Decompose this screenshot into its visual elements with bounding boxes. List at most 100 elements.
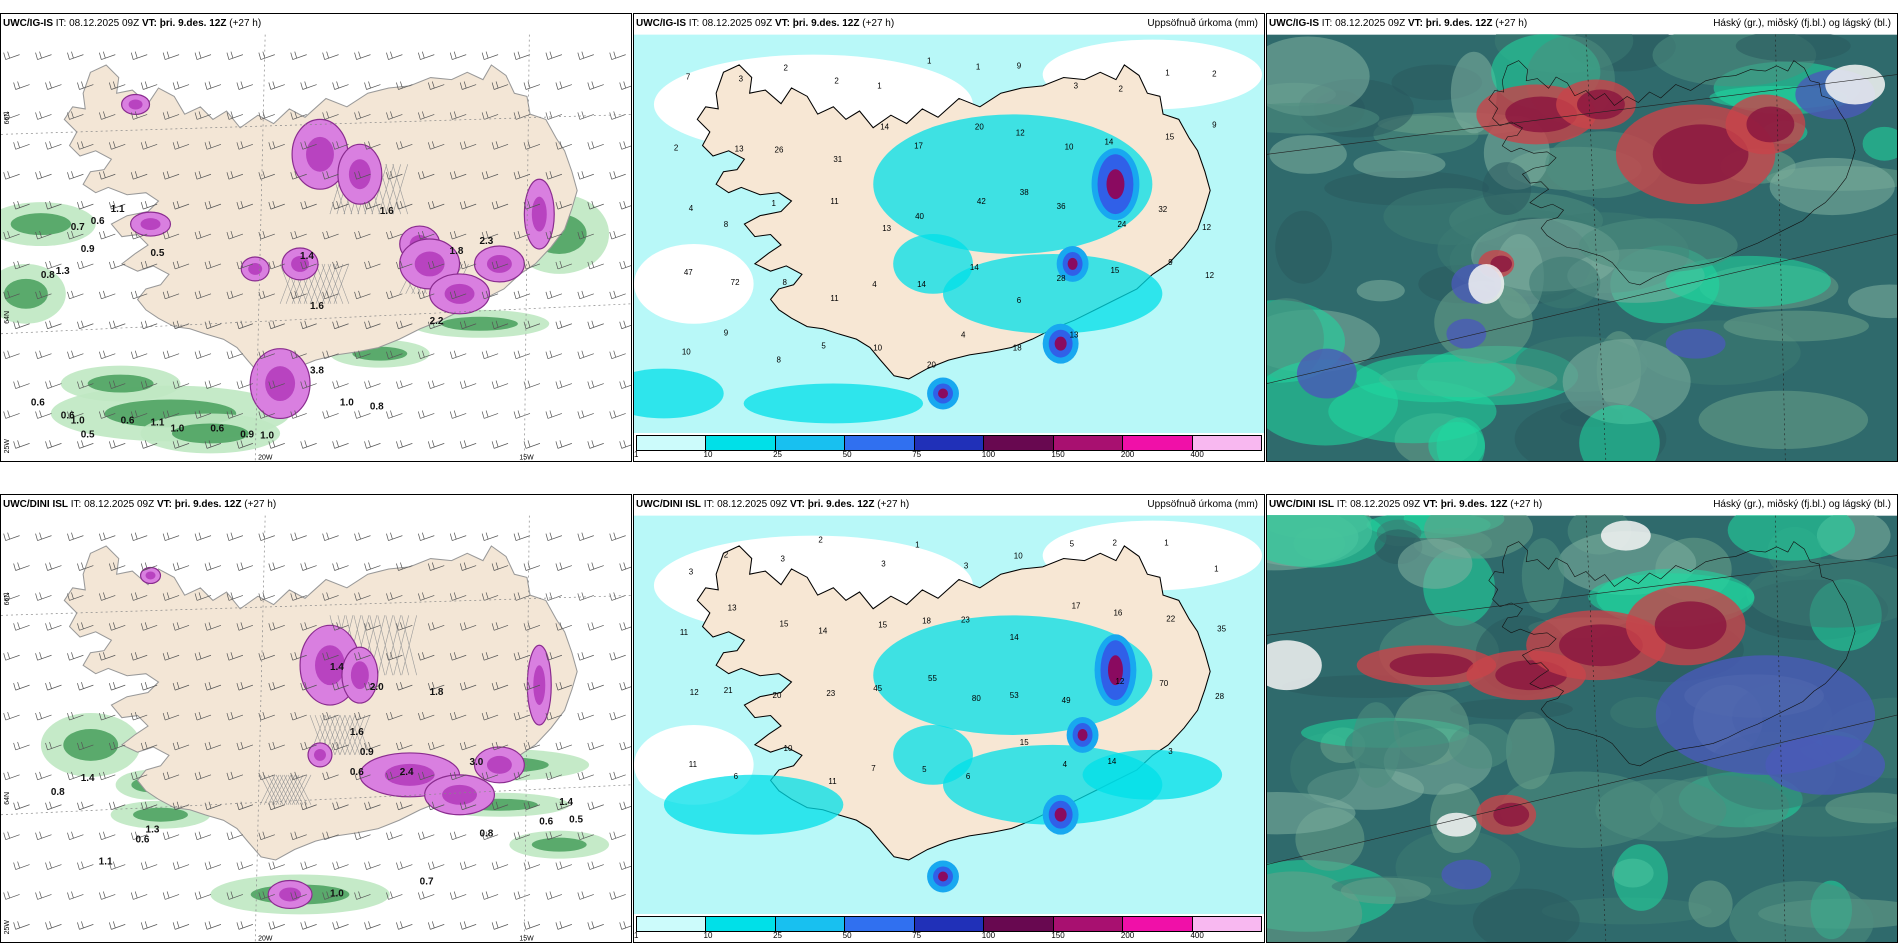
- gust-core: [486, 254, 512, 273]
- wind-barb: [364, 682, 381, 691]
- precip-value-label: 5: [922, 765, 927, 774]
- wind-barb: [290, 111, 307, 120]
- wind-barb: [459, 622, 477, 631]
- wind-barb: [609, 652, 626, 661]
- cloud-area: [1688, 880, 1733, 928]
- precip-value-label: 15: [1020, 738, 1029, 747]
- wind-barb: [162, 771, 180, 781]
- wind-value-label: 1.0: [340, 398, 354, 409]
- hatch-line: [385, 164, 402, 215]
- wind-barb: [513, 532, 531, 541]
- wind-value-label: 0.8: [479, 829, 493, 840]
- wind-barb: [99, 51, 116, 60]
- wind-barb: [67, 652, 84, 661]
- wind-barb: [204, 861, 222, 870]
- wind-barb: [236, 741, 253, 751]
- cloud-area: [1269, 135, 1347, 174]
- wind-barb: [481, 831, 499, 840]
- wind-barb: [619, 320, 631, 330]
- wind-value-label: 2.2: [430, 316, 444, 327]
- wind-value-label: 1.1: [99, 857, 113, 868]
- graticule-lon: [254, 515, 266, 942]
- precip-value-label: 16: [1113, 608, 1122, 617]
- wind-barb: [77, 622, 94, 631]
- wind-barb: [364, 622, 381, 631]
- wind-barb: [555, 682, 572, 691]
- wind-barb: [322, 111, 339, 120]
- wind-barb: [67, 711, 84, 721]
- wind-barb: [45, 201, 62, 210]
- gust-core: [384, 763, 435, 786]
- precip-value-label: 10: [784, 744, 793, 753]
- colorbar-tick-label: 25: [773, 931, 783, 940]
- wind-barb: [13, 622, 30, 631]
- wind-barb: [555, 81, 572, 90]
- wind-barb: [619, 562, 631, 571]
- wind-barb: [364, 81, 381, 90]
- cloud-area: [1383, 188, 1519, 246]
- wind-barb: [332, 320, 349, 330]
- wind-barb: [619, 260, 631, 270]
- precip-value-label: 15: [878, 620, 887, 629]
- wind-barb: [45, 861, 62, 870]
- precip-value-label: 12: [1115, 677, 1124, 686]
- wind-barb: [236, 861, 253, 870]
- wind-barb: [3, 230, 20, 240]
- colorbar-swatch: [637, 436, 707, 450]
- wind-barb: [35, 652, 52, 661]
- precip-value-label: 9: [1212, 120, 1217, 129]
- wind-barb: [449, 891, 467, 900]
- wind-barb: [322, 711, 339, 721]
- wind-barb: [555, 201, 572, 210]
- wind-barb: [204, 440, 222, 449]
- wind-barb: [354, 230, 371, 240]
- wind-barb: [194, 652, 212, 661]
- wind-barb: [481, 290, 499, 300]
- wind-barb: [290, 831, 307, 840]
- wind-barb: [194, 410, 212, 419]
- precip-value-label: 20: [927, 361, 936, 370]
- graticule-lon: [1775, 34, 1786, 461]
- wind-barb: [130, 592, 148, 601]
- precip-value-label: 17: [914, 141, 923, 150]
- wind-barb: [427, 440, 445, 449]
- wind-barb: [300, 921, 317, 930]
- precip-value-label: 13: [882, 224, 891, 233]
- longitude-label: 25W: [4, 920, 11, 935]
- wind-barb: [427, 260, 445, 270]
- wind-barb: [130, 230, 148, 240]
- wind-barb: [35, 350, 52, 359]
- cloud-area: [1723, 310, 1869, 342]
- hatch-line: [315, 263, 332, 304]
- wind-barb: [290, 652, 307, 661]
- wind-barb: [396, 81, 413, 90]
- precip-area: [663, 774, 844, 835]
- wind-value-label: 0.7: [71, 222, 85, 233]
- wind-barb: [258, 51, 275, 60]
- wind-barb: [258, 290, 275, 300]
- precip-value-label: 3: [964, 561, 969, 570]
- precip-value-label: 18: [1013, 344, 1022, 353]
- colorbar-tick-label: 400: [1190, 931, 1204, 940]
- wind-barb: [3, 771, 20, 781]
- wind-barb: [258, 891, 275, 900]
- wind-barb: [45, 260, 62, 270]
- wind-barb: [268, 622, 285, 631]
- wind-barb: [513, 51, 531, 60]
- wind-barb: [67, 51, 84, 60]
- gust-core: [350, 661, 369, 690]
- wind-barb: [587, 861, 604, 870]
- wind-barb: [418, 711, 435, 721]
- cloud-area: [1505, 711, 1555, 790]
- wind-value-label: 1.8: [450, 246, 464, 257]
- precip-value-label: 42: [977, 197, 986, 206]
- wind-barb: [577, 410, 594, 419]
- wind-barb: [35, 290, 52, 300]
- wind-barb: [545, 350, 563, 359]
- precip-value-label: 3: [1074, 81, 1079, 90]
- wind-barb: [258, 350, 275, 359]
- precip-value-label: 14: [970, 263, 979, 272]
- wind-barb: [459, 201, 477, 210]
- panel-header: UWC/IG-IS IT: 08.12.2025 09Z VT: þri. 9.…: [634, 14, 1264, 34]
- wind-barb: [364, 260, 381, 270]
